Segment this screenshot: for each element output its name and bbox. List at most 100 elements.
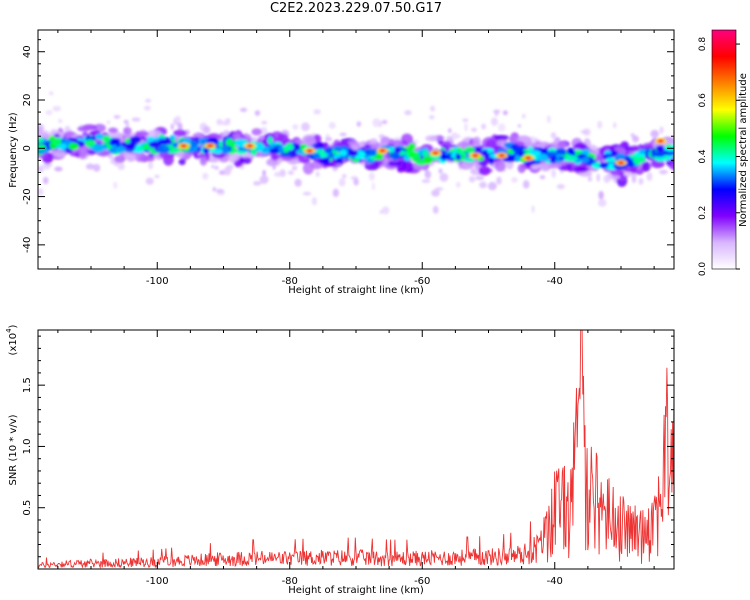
heatmap-cell: [292, 124, 299, 130]
heatmap-cell: [517, 163, 526, 174]
heatmap-cell: [52, 137, 62, 146]
heatmap-cell: [587, 175, 593, 182]
heatmap-cell: [421, 179, 431, 184]
heatmap-cell: [260, 126, 268, 135]
heatmap-cell: [556, 183, 565, 190]
heatmap-cell: [93, 123, 106, 133]
heatmap-cell: [313, 109, 321, 115]
heatmap-cell: [599, 162, 609, 169]
heatmap-cell: [294, 178, 302, 187]
heatmap-ticks: -100 -80 -60 -40 -40 -20 0 20 40: [22, 30, 674, 287]
heatmap-cell: [177, 122, 183, 132]
heatmap-cell: [340, 149, 348, 157]
heatmap-cell: [190, 140, 198, 149]
heatmap-cell: [550, 132, 557, 139]
heatmap-cell: [498, 153, 505, 158]
heatmap-cell: [127, 141, 136, 151]
heatmap-cell: [157, 138, 168, 145]
heatmap-cell: [493, 134, 510, 141]
heatmap-cell: [301, 122, 310, 132]
x-tick-label: -80: [282, 576, 298, 587]
heatmap-cell: [431, 189, 440, 197]
colorbar: 0.0 0.2 0.4 0.6 0.8 Normalized spectral ampl…: [698, 29, 749, 276]
y-tick-label: 1.5: [22, 377, 33, 393]
heatmap-cell: [659, 126, 664, 134]
heatmap-cell: [113, 181, 118, 189]
heatmap-cell: [568, 150, 576, 156]
heatmap-cell: [277, 133, 289, 145]
heatmap-cell: [321, 157, 330, 165]
colorbar-tick-label: 0.6: [698, 93, 708, 108]
heatmap-cell: [389, 152, 400, 160]
heatmap-cell: [512, 145, 523, 154]
heatmap-cell: [632, 135, 640, 143]
y-tick-label: -40: [22, 237, 33, 253]
heatmap-cell: [478, 165, 491, 176]
heatmap-cell: [631, 145, 640, 152]
heatmap-cell: [262, 169, 266, 177]
heatmap-cell: [178, 158, 186, 166]
heatmap-cell: [131, 117, 141, 122]
heatmap-cell: [115, 146, 127, 154]
heatmap-cell: [381, 156, 389, 168]
heatmap-cell: [596, 173, 600, 182]
heatmap-cell: [320, 152, 330, 158]
heatmap-cell: [425, 135, 438, 142]
heatmap-cell: [251, 128, 262, 136]
heatmap-cell: [522, 180, 530, 189]
heatmap-cell: [430, 105, 436, 112]
heatmap-cell: [481, 123, 487, 130]
heatmap-cell: [464, 146, 476, 153]
heatmap-cell: [386, 160, 403, 167]
y-tick-label: 0: [22, 145, 33, 151]
heatmap-cell: [440, 153, 448, 161]
heatmap-cell: [379, 148, 386, 153]
heatmap-cell: [279, 152, 293, 157]
heatmap-cell: [457, 134, 461, 138]
heatmap-cell: [497, 123, 506, 132]
heatmap-cell: [125, 151, 137, 162]
heatmap-cell: [253, 181, 262, 186]
heatmap-cell: [380, 136, 391, 147]
heatmap-cell: [254, 110, 261, 116]
heatmap-cell: [84, 139, 96, 148]
heatmap-cell: [335, 157, 344, 164]
heatmap-cell: [479, 181, 487, 189]
heatmap-cell: [291, 165, 298, 171]
heatmap-cell: [68, 142, 79, 151]
heatmap-cell: [114, 155, 126, 163]
heatmap-cell: [123, 119, 129, 124]
heatmap-cell: [368, 172, 375, 181]
heatmap-cell: [613, 122, 617, 129]
heatmap-cell: [146, 136, 155, 142]
heatmap-cell: [638, 177, 644, 185]
heatmap-cell: [282, 144, 295, 151]
heatmap-cell: [605, 157, 617, 163]
heatmap-blobs: [38, 91, 674, 215]
heatmap-cell: [154, 174, 160, 179]
heatmap-cell: [597, 120, 603, 129]
heatmap-cell: [85, 163, 95, 170]
heatmap-cell: [226, 164, 234, 170]
heatmap-cell: [472, 136, 481, 147]
heatmap-cell: [170, 123, 174, 131]
heatmap-cell: [38, 137, 44, 144]
snr-x-axis-label: Height of straight line (km): [288, 585, 424, 596]
heatmap-cell: [536, 153, 549, 162]
heatmap-cell: [328, 121, 336, 129]
heatmap-x-axis-label: Height of straight line (km): [288, 285, 424, 296]
heatmap-cell: [218, 141, 224, 148]
heatmap-cell: [332, 188, 340, 198]
heatmap-cell: [646, 172, 653, 182]
heatmap-cell: [148, 141, 162, 149]
heatmap-cell: [372, 118, 381, 128]
heatmap-cell: [221, 121, 231, 126]
heatmap-cell: [108, 139, 118, 146]
figure-title: C2E2.2023.229.07.50.G17: [269, 1, 443, 16]
heatmap-cell: [511, 177, 518, 183]
heatmap-cell: [659, 169, 668, 175]
heatmap-cell: [556, 147, 567, 155]
heatmap-cell: [550, 154, 557, 161]
heatmap-cell: [108, 127, 119, 134]
colorbar-tick-label: 0.8: [698, 37, 708, 52]
